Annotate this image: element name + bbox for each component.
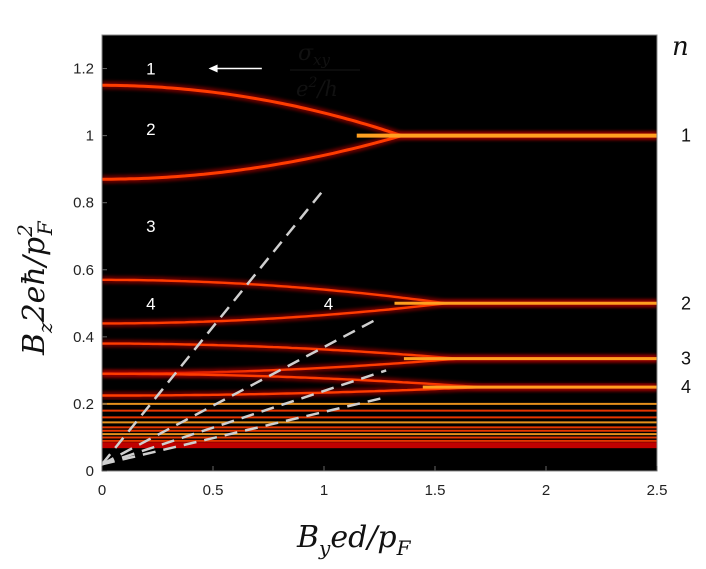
x-axis-label: Byed/pF [296, 520, 412, 560]
sigma-denominator: e2/h [296, 75, 338, 101]
region-label: 1 [146, 60, 155, 79]
sigma-label: σxy e2/h [290, 41, 360, 101]
dashed-guide [102, 188, 325, 466]
y-tick-label: 0.6 [73, 262, 94, 279]
x-tick-label: 2 [542, 482, 550, 499]
y-axis-ticks: 0 0.2 0.4 0.6 0.8 1 1.2 [73, 61, 107, 480]
region-label: 3 [146, 217, 155, 236]
y-axis-label: Bz2eħ/p2F [13, 220, 57, 356]
n-labels: 1 2 3 4 [681, 126, 691, 398]
y-tick-label: 1 [86, 128, 94, 145]
arrow-head [208, 64, 218, 73]
x-axis-ticks: 0 0.5 1 1.5 2 2.5 [98, 466, 668, 499]
x-tick-label: 1 [320, 482, 328, 499]
region-label: 4 [146, 294, 155, 313]
y-tick-label: 0 [86, 463, 94, 480]
dashed-guide [102, 318, 376, 466]
y-tick-label: 0.8 [73, 195, 94, 212]
sigma-numerator: σxy [298, 41, 330, 69]
heatmap-bands [102, 81, 657, 449]
n-label: 4 [681, 377, 691, 397]
y-tick-label: 0.4 [73, 329, 94, 346]
y-tick-label: 0.2 [73, 396, 94, 413]
arrow [208, 64, 262, 73]
x-tick-label: 2.5 [647, 482, 668, 499]
n-label: 1 [681, 126, 691, 146]
n-label: 2 [681, 293, 691, 313]
x-tick-label: 1.5 [425, 482, 446, 499]
y-tick-label: 1.2 [73, 61, 94, 78]
dashed-guide [102, 369, 387, 466]
n-label: 3 [681, 349, 691, 369]
plot-frame [101, 34, 658, 472]
region-label: 4 [324, 294, 333, 313]
x-tick-label: 0 [98, 482, 106, 499]
low-field-block [102, 442, 657, 449]
region-label: 2 [146, 120, 155, 139]
dashed-guides [102, 188, 387, 466]
region-annotations: 1 2 3 4 4 [146, 60, 333, 314]
x-tick-label: 0.5 [203, 482, 224, 499]
n-header: n [672, 32, 689, 62]
heatmap-background [102, 35, 657, 471]
dashed-guide [102, 395, 387, 466]
